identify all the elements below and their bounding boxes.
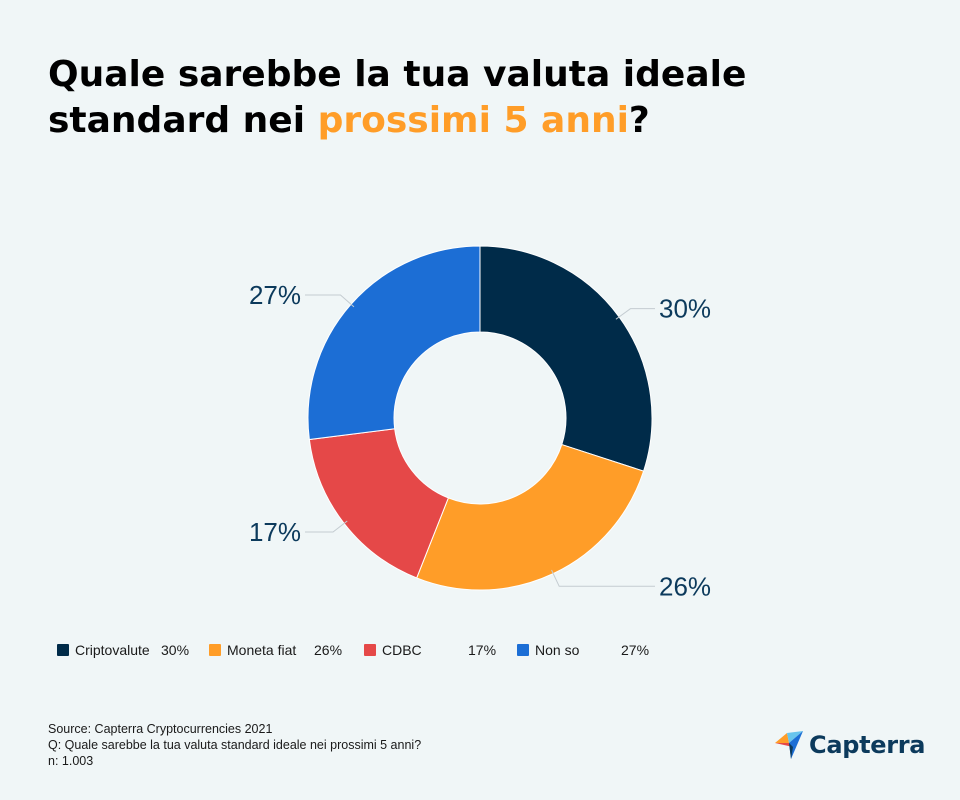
leader-line (305, 520, 348, 533)
legend-item-moneta-fiat: Moneta fiat 26% (209, 642, 342, 658)
legend-value: 27% (621, 642, 650, 658)
chart-title: Quale sarebbe la tua valuta ideale standa… (48, 52, 908, 144)
title-line-2-prefix: standard nei (48, 100, 318, 141)
leader-line (551, 569, 655, 587)
capterra-logo: Capterra (773, 728, 926, 762)
legend-label: CDBC (382, 642, 422, 658)
donut-slice-cdbc (308, 428, 449, 579)
legend-item-cdbc: CDBC 17% (364, 642, 496, 658)
legend-value: 17% (468, 642, 497, 658)
legend-item-non-so: Non so 27% (517, 642, 649, 658)
leader-line (305, 294, 355, 308)
slice-label: 30% (659, 294, 711, 324)
slice-label: 26% (659, 571, 711, 601)
legend-value: 30% (161, 642, 190, 658)
source-note: Source: Capterra Cryptocurrencies 2021 (48, 722, 273, 736)
donut-slice-criptovalute (479, 245, 653, 472)
legend-label: Moneta fiat (227, 642, 297, 658)
legend-swatch (209, 644, 221, 656)
legend-swatch (517, 644, 529, 656)
slice-label: 17% (249, 517, 301, 547)
donut-slice-moneta-fiat (416, 443, 645, 591)
title-line-1: Quale sarebbe la tua valuta ideale (48, 54, 747, 95)
question-note: Q: Quale sarebbe la tua valuta standard … (48, 738, 422, 752)
logo-text: Capterra (809, 731, 926, 759)
legend-value: 26% (314, 642, 343, 658)
chart-footer: Source: Capterra Cryptocurrencies 2021 Q… (48, 721, 421, 769)
legend-swatch (364, 644, 376, 656)
slice-label: 27% (249, 280, 301, 310)
legend-label: Non so (535, 642, 580, 658)
leader-line (615, 308, 655, 320)
donut-slice-non-so (307, 245, 481, 441)
legend-label: Criptovalute (75, 642, 150, 658)
legend-item-criptovalute: Criptovalute 30% (57, 642, 189, 658)
legend-swatch (57, 644, 69, 656)
title-highlight: prossimi 5 anni (317, 100, 629, 141)
capterra-logo-icon (775, 731, 803, 759)
title-line-2-suffix: ? (628, 100, 650, 141)
sample-size-note: n: 1.003 (48, 754, 94, 768)
